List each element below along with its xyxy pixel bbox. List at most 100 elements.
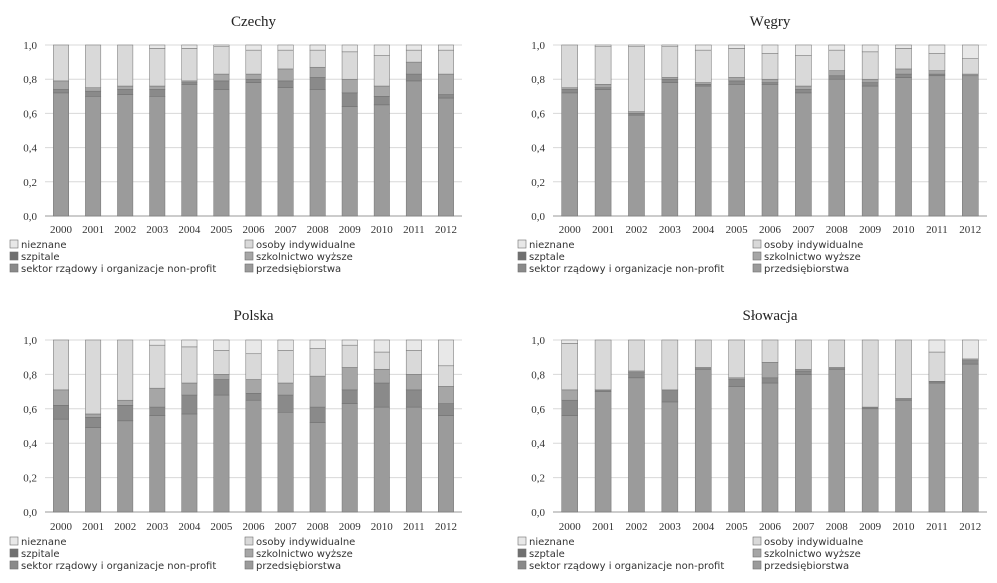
bar-segment-szkolnictwo-wyzsze: [213, 73, 230, 82]
x-tick-label: 2012: [435, 521, 457, 533]
legend-swatch: [244, 239, 254, 249]
bar-segment-osoby-indywidualne: [213, 350, 230, 375]
bar-segment-szkolnictwo-wyzsze: [213, 374, 230, 380]
bar-segment-nieznane: [373, 44, 390, 56]
bar-segment-nieznane: [213, 44, 230, 47]
bar-segment-osoby-indywidualne: [928, 351, 946, 382]
legend-label: nieznane: [529, 240, 574, 251]
bar-segment-przedsiebiorstwa: [861, 408, 879, 513]
y-tick-label: 0,6: [23, 404, 37, 416]
bar-segment-sektor-rzadowy-i-organizacje-non-profit: [828, 75, 846, 80]
x-tick-label: 2010: [893, 521, 916, 533]
x-tick-label: 2002: [625, 521, 647, 533]
bar-segment-sektor-rzadowy-i-organizacje-non-profit: [245, 78, 262, 83]
bar-segment-szkolnictwo-wyzsze: [85, 413, 102, 418]
bar-segment-przedsiebiorstwa: [341, 106, 358, 217]
legend-label: przedsiębiorstwa: [256, 561, 341, 572]
x-tick-label: 2005: [726, 224, 749, 236]
x-tick-label: 2000: [50, 521, 73, 533]
bar-segment-przedsiebiorstwa: [405, 406, 422, 513]
bar-segment-nieznane: [828, 44, 846, 51]
legend-swatch: [9, 263, 19, 273]
bar-segment-przedsiebiorstwa: [561, 92, 578, 217]
x-tick-label: 2007: [792, 224, 815, 236]
bar-segment-przedsiebiorstwa: [53, 418, 69, 513]
bar-segment-nieznane: [405, 44, 422, 51]
bar-segment-nieznane: [277, 44, 294, 51]
chart-title: Słowacja: [743, 308, 798, 324]
bar-segment-przedsiebiorstwa: [761, 84, 779, 217]
y-tick-label: 0,4: [23, 438, 37, 450]
bar-segment-sektor-rzadowy-i-organizacje-non-profit: [373, 382, 390, 408]
legend-label: sektor rządowy i organizacje non-profit: [529, 264, 724, 275]
bar-segment-osoby-indywidualne: [53, 339, 69, 391]
bar-segment-szkolnictwo-wyzsze: [341, 367, 358, 391]
bar-segment-nieznane: [245, 339, 262, 355]
bar-segment-osoby-indywidualne: [309, 348, 326, 377]
bar-segment-osoby-indywidualne: [181, 346, 198, 384]
legend-label: szpitale: [21, 252, 60, 263]
bar-segment-szkolnictwo-wyzsze: [309, 66, 326, 78]
legend-swatch: [752, 536, 762, 546]
bar-segment-sektor-rzadowy-i-organizacje-non-profit: [728, 80, 745, 85]
bar-segment-przedsiebiorstwa: [85, 96, 102, 217]
bar-segment-przedsiebiorstwa: [928, 75, 946, 217]
bar-segment-przedsiebiorstwa: [694, 368, 712, 513]
bar-segment-osoby-indywidualne: [149, 48, 166, 87]
x-tick-label: 2010: [371, 521, 394, 533]
legend-label: nieznane: [21, 537, 66, 548]
bar-segment-nieznane: [181, 339, 198, 348]
bar-segment-nieznane: [962, 44, 979, 59]
bar-segment-osoby-indywidualne: [277, 350, 294, 384]
x-tick-label: 2011: [403, 224, 425, 236]
bar-segment-szkolnictwo-wyzsze: [53, 389, 69, 406]
bar-segment-przedsiebiorstwa: [895, 77, 912, 217]
bar-segment-sektor-rzadowy-i-organizacje-non-profit: [895, 73, 912, 78]
bar-segment-nieznane: [861, 44, 879, 53]
bar-segment-przedsiebiorstwa: [277, 411, 294, 513]
bar-segment-osoby-indywidualne: [85, 44, 102, 88]
bar-segment-osoby-indywidualne: [594, 339, 612, 391]
bar-segment-sektor-rzadowy-i-organizacje-non-profit: [928, 73, 946, 77]
bar-segment-szkolnictwo-wyzsze: [341, 78, 358, 94]
bar-segment-sektor-rzadowy-i-organizacje-non-profit: [438, 403, 454, 416]
bar-segment-szkolnictwo-wyzsze: [117, 399, 134, 406]
bar-segment-szkolnictwo-wyzsze: [117, 85, 134, 90]
bar-segment-sektor-rzadowy-i-organizacje-non-profit: [341, 389, 358, 404]
bar-segment-osoby-indywidualne: [561, 343, 578, 391]
bar-segment-przedsiebiorstwa: [895, 399, 912, 513]
x-tick-label: 2004: [692, 224, 715, 236]
bar-segment-sektor-rzadowy-i-organizacje-non-profit: [117, 405, 134, 422]
bar-segment-przedsiebiorstwa: [694, 85, 712, 217]
bar-segment-osoby-indywidualne: [245, 49, 262, 75]
bar-segment-przedsiebiorstwa: [373, 104, 390, 217]
bar-segment-osoby-indywidualne: [861, 339, 879, 408]
bar-segment-szkolnictwo-wyzsze: [373, 368, 390, 384]
x-tick-label: 2009: [859, 224, 882, 236]
bar-segment-szkolnictwo-wyzsze: [795, 85, 812, 90]
legend-label: przedsiębiorstwa: [256, 264, 341, 275]
x-tick-label: 2006: [243, 224, 266, 236]
x-tick-label: 2012: [959, 224, 981, 236]
bar-segment-przedsiebiorstwa: [438, 415, 454, 513]
x-tick-label: 2006: [243, 521, 266, 533]
legend-label: osoby indywidualne: [764, 537, 863, 548]
bar-segment-osoby-indywidualne: [373, 55, 390, 87]
bar-segment-sektor-rzadowy-i-organizacje-non-profit: [181, 394, 198, 415]
x-tick-label: 2007: [275, 224, 298, 236]
bar-segment-sektor-rzadowy-i-organizacje-non-profit: [895, 398, 912, 401]
y-tick-label: 0,6: [531, 404, 545, 416]
bar-segment-przedsiebiorstwa: [117, 94, 134, 217]
x-tick-label: 2005: [210, 521, 233, 533]
bar-segment-szkolnictwo-wyzsze: [149, 85, 166, 90]
bar-segment-sektor-rzadowy-i-organizacje-non-profit: [117, 89, 134, 95]
y-tick-label: 0,8: [531, 74, 545, 86]
bar-segment-szkolnictwo-wyzsze: [438, 386, 454, 404]
legend-label: osoby indywidualne: [256, 240, 355, 251]
y-tick-label: 0,2: [531, 177, 545, 189]
bar-segment-sektor-rzadowy-i-organizacje-non-profit: [594, 389, 612, 392]
bar-segment-osoby-indywidualne: [928, 53, 946, 71]
y-tick-label: 0,2: [23, 473, 37, 485]
bar-segment-przedsiebiorstwa: [795, 374, 812, 513]
bar-segment-przedsiebiorstwa: [761, 382, 779, 513]
